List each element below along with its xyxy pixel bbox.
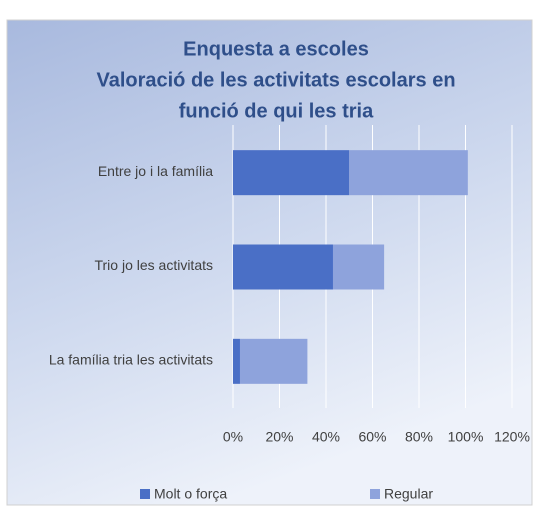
legend-label: Regular bbox=[384, 486, 433, 502]
bar bbox=[239, 338, 308, 384]
bar bbox=[233, 244, 333, 290]
y-tick-label: Entre jo i la família bbox=[98, 163, 213, 179]
bar bbox=[233, 338, 240, 384]
legend-swatch bbox=[370, 489, 380, 499]
x-tick-label: 0% bbox=[223, 429, 243, 445]
bar bbox=[349, 150, 468, 196]
y-tick-label: La família tria les activitats bbox=[49, 352, 213, 368]
chart-title: Enquesta a escoles bbox=[183, 38, 369, 60]
chart-title: funció de qui les tria bbox=[179, 100, 374, 122]
x-tick-label: 20% bbox=[265, 429, 293, 445]
legend-swatch bbox=[140, 489, 150, 499]
legend-label: Molt o força bbox=[154, 486, 227, 502]
x-tick-label: 40% bbox=[312, 429, 340, 445]
chart-title: Valoració de les activitats escolars en bbox=[96, 69, 455, 91]
bar bbox=[233, 150, 350, 196]
x-tick-label: 120% bbox=[494, 429, 530, 445]
x-tick-label: 100% bbox=[448, 429, 484, 445]
x-tick-label: 60% bbox=[358, 429, 386, 445]
x-tick-label: 80% bbox=[405, 429, 433, 445]
y-tick-label: Trio jo les activitats bbox=[94, 257, 213, 273]
bar bbox=[332, 244, 385, 290]
